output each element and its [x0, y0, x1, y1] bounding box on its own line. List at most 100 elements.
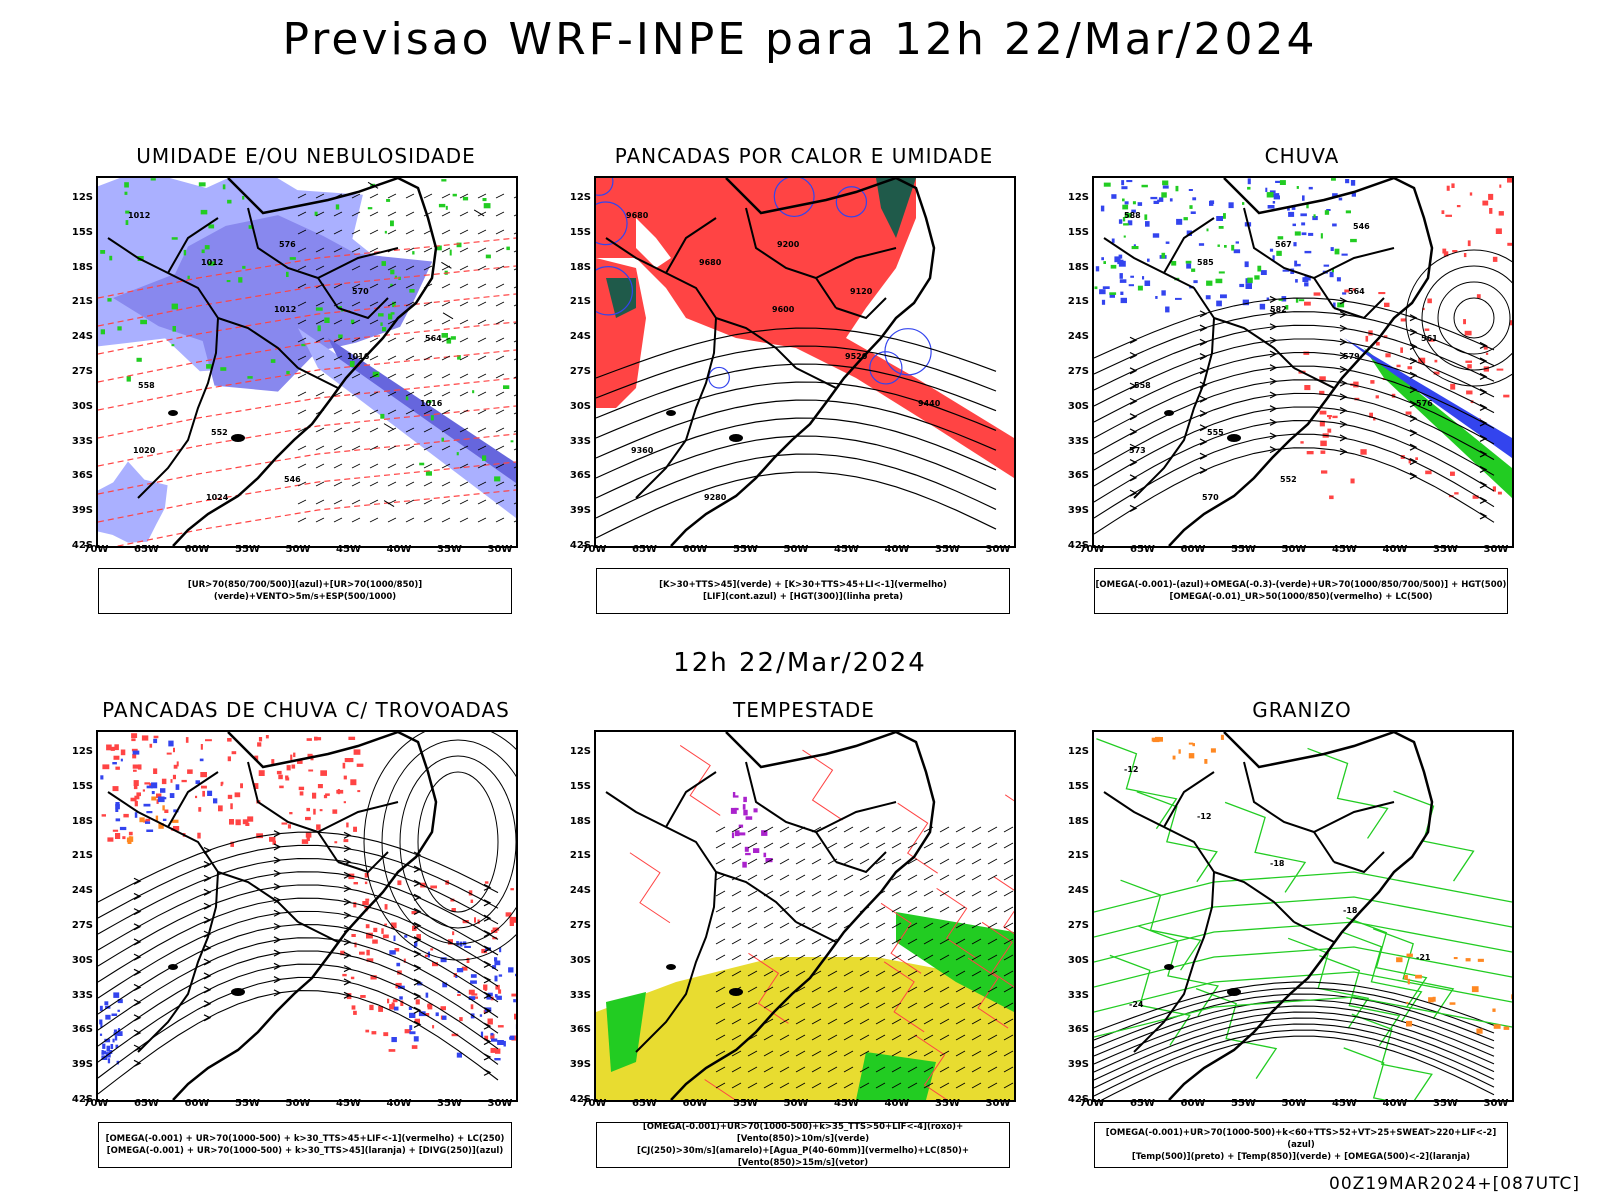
omega-green-speck	[1223, 213, 1226, 219]
wind-vector	[747, 1066, 758, 1073]
lon-tick-label: 55W	[733, 1098, 758, 1109]
green-contour-speck	[335, 204, 340, 210]
lat-tick-label: 21S	[71, 850, 93, 862]
storm-purple-speck	[763, 852, 767, 858]
thunderstorm-speck	[350, 976, 355, 980]
thunderstorm-speck	[271, 759, 275, 764]
wind-vector	[859, 842, 870, 849]
thunderstorm-speck	[371, 1031, 377, 1035]
wind-vector	[731, 906, 742, 913]
contour-label: 582	[1270, 305, 1287, 314]
contour-label: 9120	[850, 287, 873, 296]
lon-tick-label: 35W	[935, 1098, 960, 1109]
wind-vector	[747, 922, 758, 929]
wind-vector	[495, 193, 505, 199]
divergence-speck	[113, 1029, 118, 1033]
lake-feature	[666, 964, 676, 970]
lat-tick-label: 24S	[71, 331, 93, 343]
streamline-arrow	[133, 1059, 142, 1067]
temp-850-contour	[1224, 801, 1307, 893]
wind-vector	[405, 391, 415, 397]
wind-vector	[351, 211, 361, 217]
omega-blue-speck	[1142, 276, 1145, 280]
wind-vector	[939, 1050, 950, 1057]
omega-blue-speck	[1342, 292, 1347, 295]
contour-line	[1094, 993, 1495, 1049]
omega-green-speck	[1296, 186, 1299, 189]
thunderstorm-speck	[391, 1002, 395, 1008]
omega-blue-speck	[1145, 221, 1150, 227]
thunderstorm-speck	[492, 927, 500, 931]
omega-blue-speck	[1272, 201, 1276, 204]
storm-purple-speck	[738, 824, 744, 828]
wind-vector	[843, 858, 854, 865]
streamline-arrow	[1339, 406, 1348, 415]
streamline-arrow	[273, 830, 282, 838]
wind-vector	[747, 938, 758, 945]
streamline-arrow	[1339, 420, 1348, 428]
wind-vector	[907, 842, 918, 849]
temp-850-contour	[1120, 879, 1202, 971]
wind-vector	[779, 858, 790, 865]
wind-vector	[907, 1050, 918, 1057]
thunderstorm-speck	[306, 835, 310, 841]
wind-vector	[513, 502, 516, 505]
temp-850-contour	[1094, 946, 1512, 988]
wind-vector	[987, 970, 998, 977]
omega-blue-speck	[1301, 232, 1307, 236]
wind-vector	[715, 906, 726, 913]
wind-vector	[939, 954, 950, 961]
contour-label: 555	[1207, 428, 1224, 437]
streamline-arrow	[343, 898, 352, 906]
green-contour-speck	[392, 301, 396, 308]
wind-vector	[859, 826, 870, 833]
green-contour-speck	[172, 326, 176, 332]
lat-tick-label: 12S	[71, 746, 93, 757]
streamline-arrow	[1479, 372, 1488, 381]
lat-tick-label: 36S	[1067, 470, 1089, 482]
omega-blue-speck	[1111, 238, 1115, 243]
wind-vector	[1003, 938, 1014, 945]
omega-green-speck	[1103, 261, 1106, 264]
wind-vector	[297, 283, 307, 289]
lake-feature	[729, 988, 743, 996]
lon-tick-label: 50W	[1281, 1098, 1307, 1109]
green-contour-speck	[107, 298, 112, 302]
wind-vector	[423, 445, 433, 451]
wind-vector	[843, 938, 854, 945]
contour-line	[98, 910, 499, 999]
wind-vector	[495, 355, 505, 361]
streamline-arrow	[1479, 434, 1488, 442]
thunderstorm-speck	[440, 1015, 444, 1020]
wind-vector	[513, 232, 516, 235]
omega-green-speck	[1298, 299, 1305, 302]
ur-red-speck	[1332, 415, 1338, 419]
wind-vector	[351, 517, 361, 523]
streamline-arrow	[203, 986, 212, 994]
divergence-speck	[164, 797, 167, 800]
wind-vector	[495, 373, 505, 379]
contour-label: 9520	[845, 352, 868, 361]
wind-vector	[971, 954, 982, 961]
wind-vector	[955, 986, 966, 993]
wind-vector	[513, 394, 516, 397]
thunderstorm-speck	[156, 799, 159, 804]
streamline-arrow	[1269, 405, 1278, 413]
wind-vector	[477, 409, 487, 415]
wind-vector	[441, 355, 451, 361]
thunderstorm-speck	[487, 1018, 493, 1025]
wind-vector	[441, 481, 451, 487]
wind-vector	[731, 858, 742, 865]
streamline-arrow	[1199, 353, 1208, 361]
lon-tick-label: 45W	[1332, 544, 1357, 555]
lat-tick-label: 15S	[1067, 226, 1089, 238]
wind-vector	[731, 1002, 742, 1009]
divergence-speck	[104, 1038, 111, 1043]
divergence-speck	[113, 1032, 120, 1036]
divergence-speck	[104, 1001, 109, 1006]
thunderstorm-speck	[382, 934, 389, 939]
streamline-arrow	[133, 1014, 142, 1022]
water-vapor-contour	[629, 852, 671, 924]
wind-vector	[441, 463, 451, 469]
wind-vector	[513, 412, 516, 415]
